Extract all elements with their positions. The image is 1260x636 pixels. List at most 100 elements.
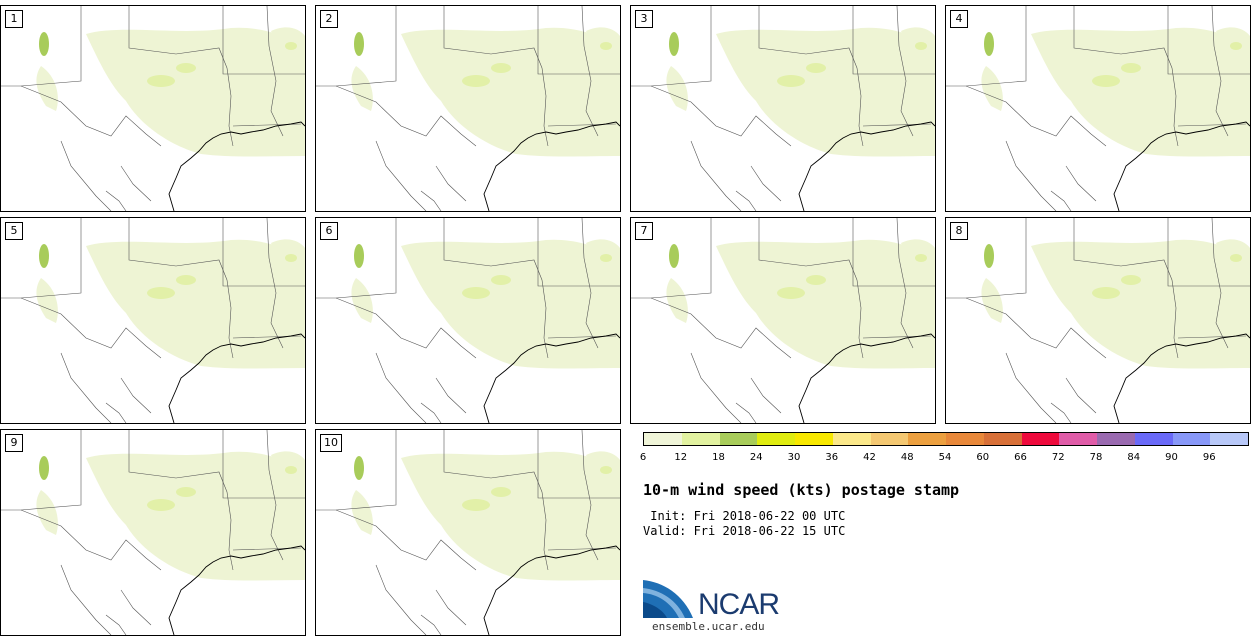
coastline: [483, 121, 620, 211]
colorbar-tick-label: 42: [863, 452, 876, 463]
colorbar: [643, 432, 1249, 446]
high-wind-area: [984, 244, 994, 268]
state-border: [316, 85, 477, 147]
state-border: [750, 377, 782, 414]
colorbar-segment: [908, 433, 946, 445]
state-border: [375, 352, 427, 423]
colorbar-tick-label: 18: [712, 452, 725, 463]
colorbar-segment: [870, 433, 909, 445]
state-border: [1, 509, 162, 571]
wind-shading-patch: [147, 287, 175, 299]
wind-shading-patch: [176, 487, 196, 497]
wind-shading-patch: [806, 275, 826, 285]
state-border: [222, 6, 305, 75]
state-border: [537, 6, 620, 75]
colorbar-tick-label: 60: [976, 452, 990, 463]
state-border: [852, 6, 935, 75]
state-border: [650, 6, 712, 87]
state-border: [1211, 6, 1229, 137]
state-border: [581, 218, 599, 349]
map-panel-9: 9: [0, 429, 306, 636]
state-border: [1065, 165, 1097, 202]
map-canvas: [1, 6, 305, 211]
state-border: [375, 564, 427, 635]
colorbar-segment: [1059, 433, 1097, 445]
state-border: [435, 589, 467, 626]
panel-label: 1: [5, 10, 23, 28]
wind-shading-patch: [600, 254, 612, 262]
state-border: [537, 430, 620, 499]
wind-shading-patch: [491, 63, 511, 73]
colorbar-tick-label: 48: [900, 452, 914, 463]
colorbar-tick-label: 72: [1051, 452, 1065, 463]
wind-shading-patch: [777, 287, 805, 299]
state-border: [266, 430, 284, 561]
state-border: [1050, 402, 1072, 423]
state-border: [375, 140, 427, 211]
high-wind-area: [354, 244, 364, 268]
state-border: [20, 430, 82, 511]
state-border: [735, 190, 757, 211]
map-canvas: [631, 218, 935, 423]
state-border: [266, 6, 284, 137]
state-border: [105, 190, 127, 211]
state-border: [537, 218, 620, 287]
wind-shading-patch: [1121, 63, 1141, 73]
map-panel-3: 3: [630, 5, 936, 212]
colorbar-tick-label: 54: [938, 452, 952, 463]
init-time: Init: Fri 2018-06-22 00 UTC: [643, 509, 846, 523]
wind-shading-patch: [462, 499, 490, 511]
state-border: [690, 140, 742, 211]
wind-shading-patch: [462, 287, 490, 299]
map-panel-8: 8: [945, 217, 1251, 424]
state-border: [631, 297, 792, 359]
state-border: [1167, 6, 1250, 75]
colorbar-segment: [644, 433, 682, 445]
state-border: [335, 6, 397, 87]
coastline: [168, 333, 305, 423]
map-panel-6: 6: [315, 217, 621, 424]
state-border: [316, 509, 477, 571]
high-wind-area: [984, 32, 994, 56]
colorbar-tick-label: 96: [1202, 452, 1216, 463]
state-border: [316, 297, 477, 359]
colorbar-segment: [946, 433, 984, 445]
logo-url: ensemble.ucar.edu: [652, 620, 765, 633]
state-border: [435, 377, 467, 414]
wind-shading-patch: [491, 487, 511, 497]
wind-shading-area: [666, 278, 688, 323]
plot-title: 10-m wind speed (kts) postage stamp: [643, 481, 960, 499]
state-border: [690, 352, 742, 423]
wind-shading-patch: [806, 63, 826, 73]
colorbar-tick-label: 6: [639, 452, 647, 463]
map-canvas: [631, 6, 935, 211]
state-border: [420, 190, 442, 211]
high-wind-area: [669, 244, 679, 268]
coastline: [483, 333, 620, 423]
wind-shading-patch: [285, 466, 297, 474]
map-panel-2: 2: [315, 5, 621, 212]
high-wind-area: [39, 456, 49, 480]
state-border: [896, 218, 914, 349]
high-wind-area: [39, 32, 49, 56]
state-border: [965, 6, 1027, 87]
wind-shading-area: [351, 490, 373, 535]
colorbar-segment: [719, 433, 758, 445]
state-border: [60, 140, 112, 211]
colorbar-tick-label: 90: [1165, 452, 1178, 463]
map-panel-10: 10: [315, 429, 621, 636]
state-border: [735, 402, 757, 423]
state-border: [896, 6, 914, 137]
wind-shading-area: [36, 278, 58, 323]
panel-label: 7: [635, 222, 653, 240]
state-border: [581, 6, 599, 137]
wind-shading-patch: [915, 42, 927, 50]
map-canvas: [316, 430, 620, 635]
panel-label: 9: [5, 434, 23, 452]
map-panel-5: 5: [0, 217, 306, 424]
colorbar-tick-label: 66: [1014, 452, 1027, 463]
coastline: [168, 121, 305, 211]
colorbar-tick-label: 24: [749, 452, 763, 463]
logo-text: NCAR: [698, 588, 780, 621]
map-panel-1: 1: [0, 5, 306, 212]
